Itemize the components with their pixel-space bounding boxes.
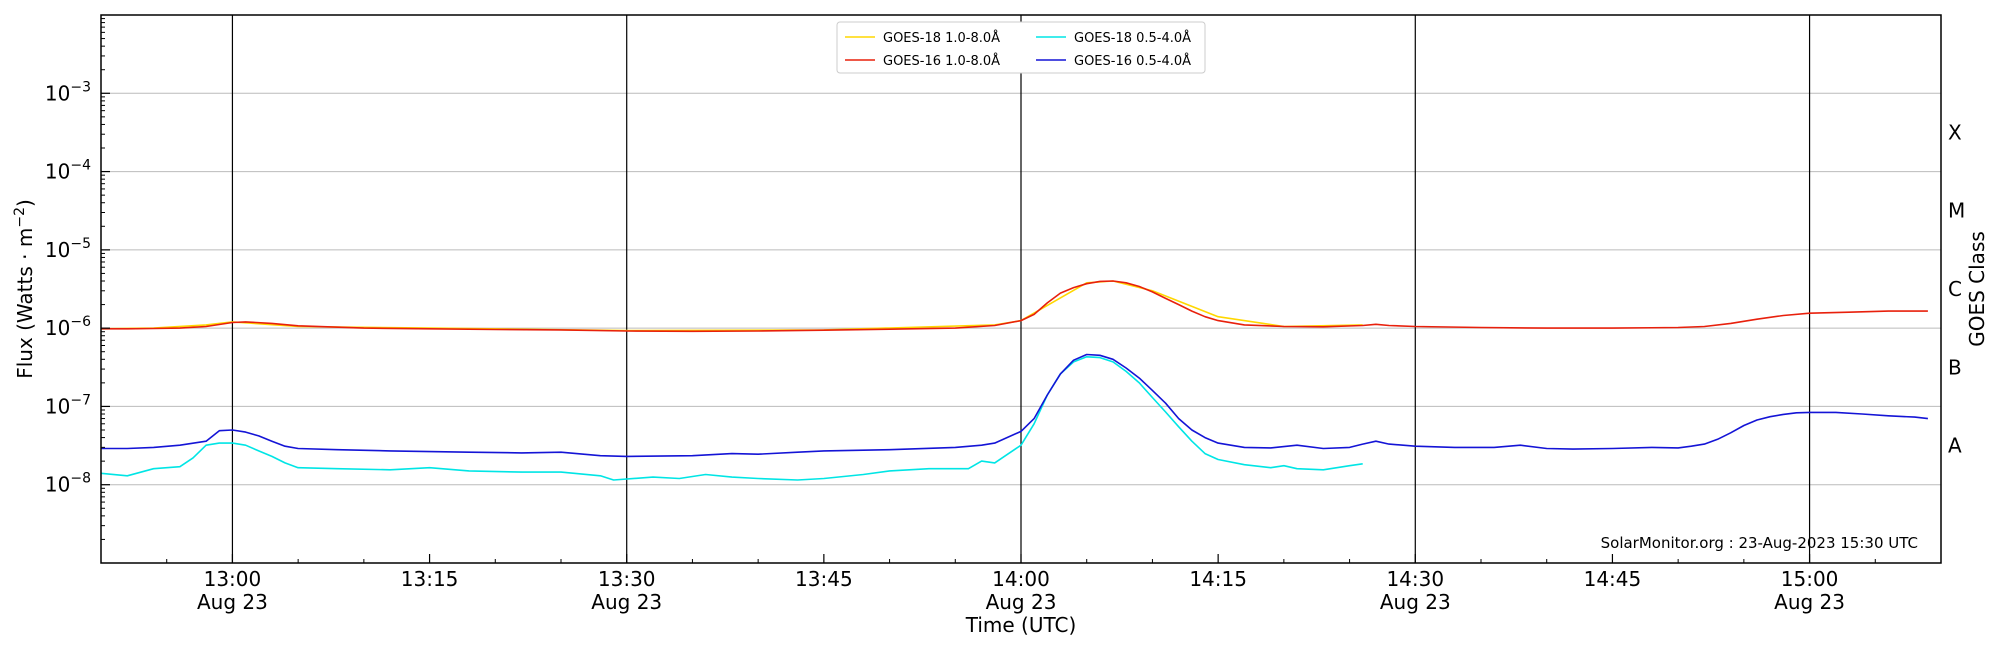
- x-tick-label: 13:45: [795, 567, 853, 591]
- x-tick-date-label: Aug 23: [1380, 590, 1451, 614]
- y-axis-title-close: ): [13, 199, 37, 207]
- x-tick-label: 14:45: [1584, 567, 1642, 591]
- x-tick-label: 14:15: [1189, 567, 1247, 591]
- x-tick-label: 14:30: [1386, 567, 1444, 591]
- y-tick-label: 10−8: [45, 471, 91, 497]
- y-axis-title: Flux (Watts · m−2): [12, 199, 37, 379]
- data-series: [100, 280, 1928, 481]
- y-axis-title-exponent: −2: [12, 207, 28, 228]
- legend-label-goes16-long: GOES-16 1.0-8.0Å: [883, 53, 1000, 69]
- x-tick-date-label: Aug 23: [1774, 590, 1845, 614]
- y-axis-ticks: 10−8 10−7 10−6 10−5 10−4 10−3: [45, 18, 110, 540]
- legend-label-goes18-short: GOES-18 0.5-4.0Å: [1074, 30, 1191, 46]
- day-marker-lines: [231, 15, 1811, 563]
- x-tick-label: 14:00: [992, 567, 1050, 591]
- legend-label-goes18-long: GOES-18 1.0-8.0Å: [883, 30, 1000, 46]
- legend-label-goes16-short: GOES-16 0.5-4.0Å: [1074, 53, 1191, 69]
- series-line-0: [100, 280, 1363, 332]
- series-line-2: [100, 356, 1363, 481]
- legend: GOES-18 1.0-8.0Å GOES-16 1.0-8.0Å GOES-1…: [836, 21, 1206, 74]
- series-line-3: [101, 353, 1928, 458]
- goes-class-b: B: [1948, 355, 1962, 379]
- series-line-1: [101, 280, 1928, 333]
- goes-class-m: M: [1948, 199, 1965, 223]
- y-axis-title-base: Flux (Watts · m: [13, 228, 37, 379]
- y-tick-label: 10−4: [45, 158, 91, 184]
- x-tick-date-label: Aug 23: [591, 590, 662, 614]
- y-tick-label: 10−7: [45, 392, 91, 418]
- x-tick-date-label: Aug 23: [197, 590, 268, 614]
- goes-class-axis-title: GOES Class: [1965, 231, 1989, 347]
- goes-class-a: A: [1948, 434, 1962, 458]
- y-tick-label: 10−5: [45, 236, 91, 262]
- x-tick-date-label: Aug 23: [986, 590, 1057, 614]
- x-tick-label: 15:00: [1781, 567, 1839, 591]
- goes-class-c: C: [1948, 277, 1962, 301]
- x-axis-title: Time (UTC): [965, 613, 1077, 637]
- goes-class-x: X: [1948, 120, 1962, 144]
- credit-text: SolarMonitor.org : 23-Aug-2023 15:30 UTC: [1601, 534, 1918, 552]
- goes-class-labels: A B C M X: [1948, 120, 1965, 457]
- x-tick-label: 13:15: [401, 567, 459, 591]
- x-tick-label: 13:30: [598, 567, 656, 591]
- y-tick-label: 10−6: [45, 314, 91, 340]
- x-tick-label: 13:00: [204, 567, 262, 591]
- y-tick-label: 10−3: [45, 79, 91, 105]
- legend-box: [836, 21, 1206, 74]
